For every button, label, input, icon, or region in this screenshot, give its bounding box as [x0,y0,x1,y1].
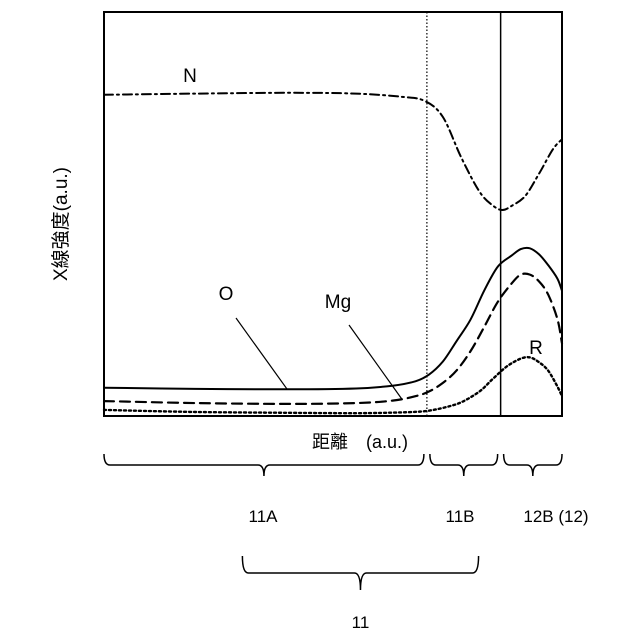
brace-11b [430,454,498,476]
series-label-r: R [529,338,543,359]
y-axis-label: X線強度(a.u.) [50,167,72,281]
series-label-mg: Mg [325,292,351,313]
series-r-line [104,357,562,413]
region-label-12b: 12B (12) [523,507,588,526]
series-n-line [104,93,562,210]
series-label-n: N [183,66,197,87]
brace-12b [504,454,562,476]
region-braces: 11A 11B 12B (12) 11 [104,454,589,632]
brace-group-11 [242,556,478,590]
brace-11a [104,454,424,476]
x-axis-label: 距離 (a.u.) [312,432,408,452]
region-boundaries [427,12,501,416]
plot-frame [104,12,562,416]
region-label-11a: 11A [249,507,279,526]
group-label-11: 11 [352,613,370,632]
series-o-line [104,248,562,389]
series-labels: N O Mg R [183,66,543,359]
series-label-o: O [219,284,234,305]
series-lines [104,93,562,413]
region-label-11b: 11B [446,507,475,526]
leader-line-o [236,318,287,389]
